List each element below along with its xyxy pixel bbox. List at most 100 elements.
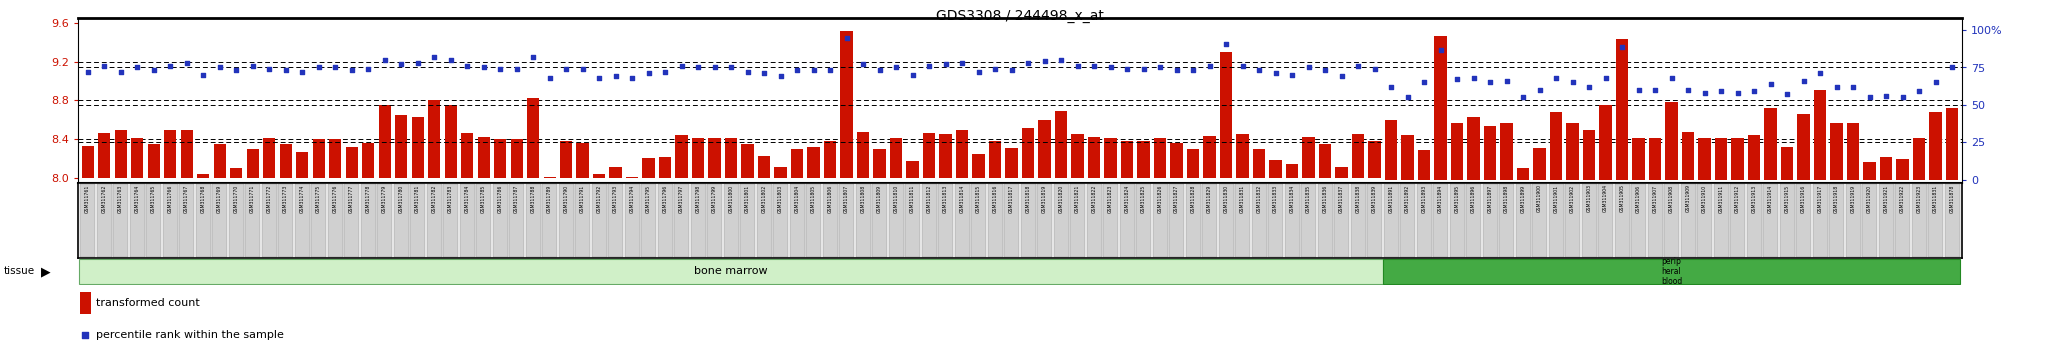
Point xyxy=(1720,90,1753,96)
Point xyxy=(1243,68,1276,73)
Text: GSM311920: GSM311920 xyxy=(1868,184,1872,213)
Point xyxy=(369,57,401,63)
Bar xyxy=(1417,150,1430,180)
FancyBboxPatch shape xyxy=(1104,184,1118,257)
Bar xyxy=(346,147,358,178)
FancyBboxPatch shape xyxy=(145,184,162,257)
Point xyxy=(913,63,946,69)
Text: GSM311923: GSM311923 xyxy=(1917,184,1921,213)
Bar xyxy=(1765,108,1778,180)
Bar xyxy=(1665,102,1677,180)
Text: GSM311807: GSM311807 xyxy=(844,184,850,213)
Text: GSM311777: GSM311777 xyxy=(350,184,354,213)
Point xyxy=(1061,63,1094,69)
Bar xyxy=(313,139,326,178)
Bar xyxy=(1286,164,1298,178)
Bar xyxy=(1731,138,1743,180)
Text: GSM311909: GSM311909 xyxy=(1686,184,1690,212)
FancyBboxPatch shape xyxy=(1862,184,1878,257)
Text: GSM311810: GSM311810 xyxy=(893,184,899,213)
Point xyxy=(1788,78,1821,84)
Bar xyxy=(1913,138,1925,180)
Point xyxy=(963,69,995,75)
Point xyxy=(1325,74,1358,79)
Point xyxy=(1161,68,1194,73)
Bar xyxy=(262,138,274,178)
FancyBboxPatch shape xyxy=(1120,184,1135,257)
Bar xyxy=(643,158,655,178)
Text: GSM311897: GSM311897 xyxy=(1487,184,1493,213)
Text: GSM311900: GSM311900 xyxy=(1538,184,1542,212)
Point xyxy=(748,71,780,76)
Point xyxy=(633,71,666,76)
FancyBboxPatch shape xyxy=(1614,184,1630,257)
Bar xyxy=(1616,39,1628,180)
Point xyxy=(1194,63,1227,69)
Point xyxy=(70,332,102,337)
Text: GSM311813: GSM311813 xyxy=(944,184,948,213)
FancyBboxPatch shape xyxy=(1268,184,1282,257)
FancyBboxPatch shape xyxy=(954,184,969,257)
Point xyxy=(930,62,963,67)
Point xyxy=(72,69,104,75)
Point xyxy=(1227,63,1260,69)
Text: GSM311911: GSM311911 xyxy=(1718,184,1724,213)
Point xyxy=(186,72,219,78)
FancyBboxPatch shape xyxy=(905,184,920,257)
FancyBboxPatch shape xyxy=(1714,184,1729,257)
FancyBboxPatch shape xyxy=(1466,184,1481,257)
Text: GSM311805: GSM311805 xyxy=(811,184,817,213)
Text: GSM311913: GSM311913 xyxy=(1751,184,1757,213)
Text: GSM311919: GSM311919 xyxy=(1851,184,1855,213)
Text: ▶: ▶ xyxy=(41,265,51,278)
FancyBboxPatch shape xyxy=(1153,184,1167,257)
Point xyxy=(584,75,616,81)
FancyBboxPatch shape xyxy=(229,184,244,257)
Bar xyxy=(1599,105,1612,180)
Bar xyxy=(956,130,969,178)
Point xyxy=(121,65,154,70)
Point xyxy=(252,66,285,72)
FancyBboxPatch shape xyxy=(1681,184,1696,257)
Text: GSM311793: GSM311793 xyxy=(612,184,618,213)
FancyBboxPatch shape xyxy=(807,184,821,257)
Bar xyxy=(791,149,803,178)
Point xyxy=(1573,84,1606,90)
FancyBboxPatch shape xyxy=(1384,184,1399,257)
Text: GSM311774: GSM311774 xyxy=(299,184,305,213)
Text: GSM311814: GSM311814 xyxy=(961,184,965,213)
Bar xyxy=(477,137,489,178)
Bar xyxy=(758,156,770,178)
Text: GSM311798: GSM311798 xyxy=(696,184,700,213)
Bar xyxy=(1946,108,1958,180)
Point xyxy=(203,65,236,70)
Point xyxy=(1556,80,1589,85)
Text: GSM311769: GSM311769 xyxy=(217,184,223,213)
Point xyxy=(1458,75,1491,81)
Bar xyxy=(823,141,836,178)
FancyBboxPatch shape xyxy=(1812,184,1827,257)
FancyBboxPatch shape xyxy=(1548,184,1563,257)
Point xyxy=(1870,93,1903,99)
FancyBboxPatch shape xyxy=(1829,184,1843,257)
Text: GSM311766: GSM311766 xyxy=(168,184,172,213)
Text: GSM311794: GSM311794 xyxy=(629,184,635,213)
Bar xyxy=(1120,141,1133,178)
FancyBboxPatch shape xyxy=(1780,184,1794,257)
Text: GSM311921: GSM311921 xyxy=(1884,184,1888,213)
Bar xyxy=(330,139,342,178)
Point xyxy=(319,65,352,70)
Point xyxy=(731,69,764,75)
FancyBboxPatch shape xyxy=(823,184,838,257)
Bar xyxy=(1929,113,1942,180)
Bar xyxy=(610,167,623,178)
FancyBboxPatch shape xyxy=(1401,184,1415,257)
Text: GSM311806: GSM311806 xyxy=(827,184,834,213)
Bar xyxy=(1649,138,1661,180)
FancyBboxPatch shape xyxy=(360,184,375,257)
Text: GSM311826: GSM311826 xyxy=(1157,184,1163,213)
Bar xyxy=(1303,137,1315,178)
Bar xyxy=(676,136,688,178)
Point xyxy=(829,35,862,40)
Bar xyxy=(80,259,1382,284)
